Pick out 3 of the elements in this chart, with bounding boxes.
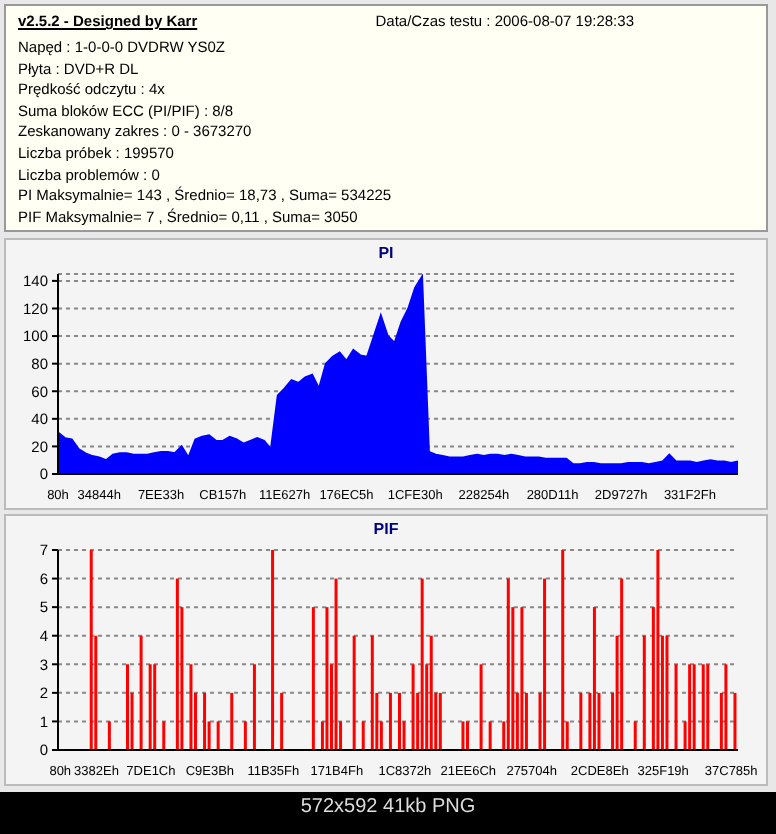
chart-title: PI <box>376 242 396 266</box>
text: 572x592 41kb PNG <box>298 796 478 818</box>
chart-title: PIF <box>371 518 401 542</box>
